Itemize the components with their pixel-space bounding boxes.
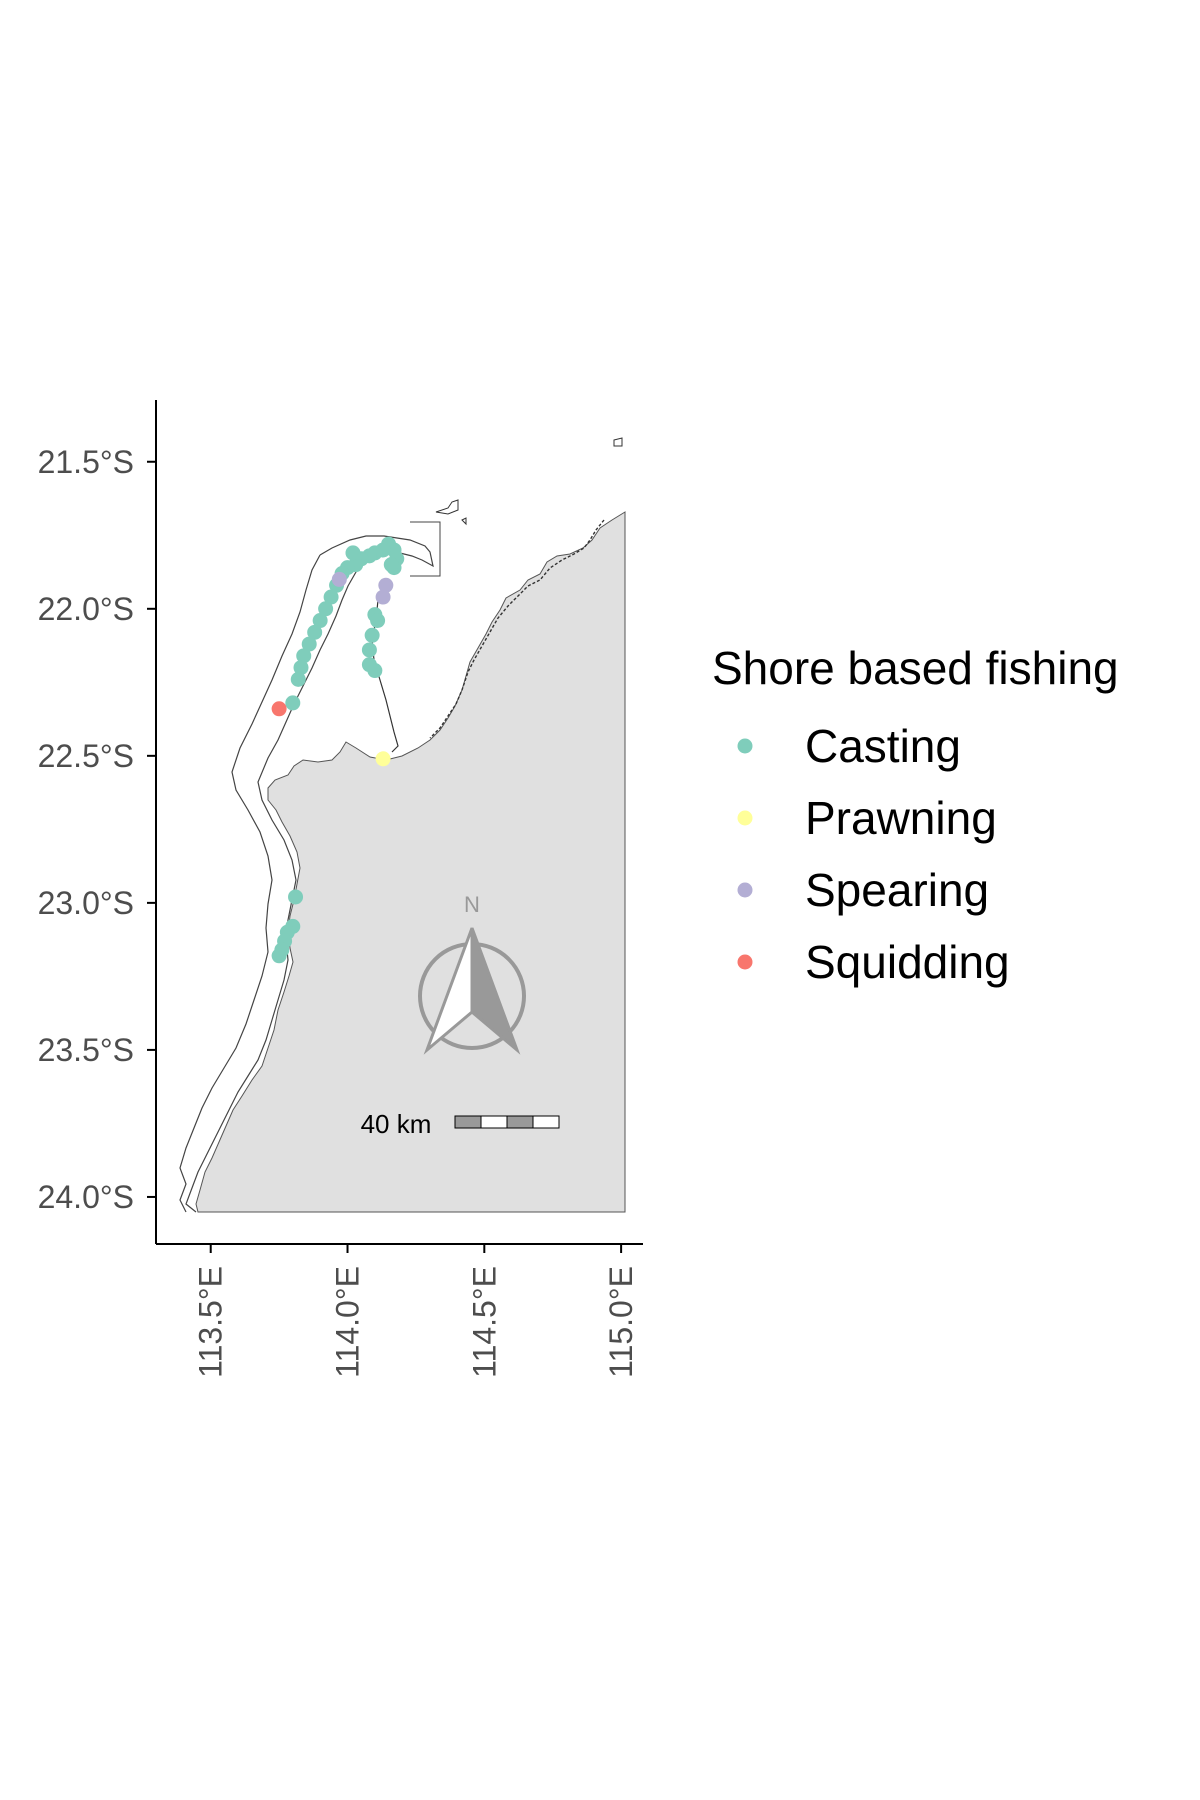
- y-tick-label: 24.0°S: [38, 1179, 134, 1215]
- y-axis-ticks: 21.5°S 22.0°S 22.5°S 23.0°S 23.5°S 24.0°S: [38, 444, 156, 1215]
- data-point-casting: [301, 636, 317, 652]
- legend-key-casting: [737, 738, 753, 754]
- legend-label: Prawning: [805, 792, 997, 844]
- north-arrow-label: N: [464, 892, 480, 917]
- legend-title: Shore based fishing: [712, 642, 1119, 694]
- y-tick-label: 21.5°S: [38, 444, 134, 480]
- scale-bar-segment: [454, 1115, 482, 1129]
- data-point-squidding: [271, 701, 287, 717]
- legend: Shore based fishing Casting Prawning Spear…: [712, 642, 1119, 988]
- data-point-casting: [364, 627, 380, 643]
- data-point-casting: [383, 557, 399, 573]
- scale-bar-segment: [532, 1115, 560, 1129]
- land-area: [195, 511, 626, 1213]
- scale-bar-label: 40 km: [361, 1109, 432, 1139]
- y-tick-label: 23.5°S: [38, 1032, 134, 1068]
- data-point-casting: [290, 671, 306, 687]
- north-arrow-right-half: [470, 927, 521, 1055]
- data-point-casting: [318, 601, 334, 617]
- data-point-casting: [370, 613, 386, 629]
- scale-bar: 40 km: [361, 1109, 560, 1139]
- x-tick-label: 113.5°E: [193, 1266, 229, 1378]
- x-axis-ticks: 113.5°E 114.0°E 114.5°E 115.0°E: [193, 1244, 639, 1378]
- island-outline: [613, 437, 623, 447]
- island-outline: [435, 499, 459, 515]
- legend-key-spearing: [737, 882, 753, 898]
- data-point-casting: [296, 648, 312, 664]
- data-point-spearing: [375, 589, 391, 605]
- data-point-casting: [271, 948, 287, 964]
- legend-items: Casting Prawning Spearing Squidding: [737, 720, 1010, 988]
- data-point-casting: [285, 695, 301, 711]
- data-point-prawning: [375, 751, 391, 767]
- data-point-casting: [361, 642, 377, 658]
- data-point-casting: [323, 589, 339, 605]
- gulf-zone-outline: [410, 521, 441, 577]
- north-arrow: N: [418, 892, 526, 1055]
- zone-outline: [179, 535, 434, 1213]
- data-point-casting: [367, 663, 383, 679]
- data-point-spearing: [331, 571, 347, 587]
- data-point-casting: [288, 889, 304, 905]
- island-outline: [461, 517, 467, 526]
- data-point-casting: [293, 660, 309, 676]
- data-point-spearing: [378, 577, 394, 593]
- y-tick-label: 22.5°S: [38, 738, 134, 774]
- data-point-casting: [312, 613, 328, 629]
- legend-key-prawning: [737, 810, 753, 826]
- data-point-casting: [345, 545, 361, 561]
- gulf-coastline: [429, 519, 605, 739]
- data-point-casting: [307, 624, 323, 640]
- x-tick-label: 115.0°E: [603, 1266, 639, 1378]
- x-tick-label: 114.5°E: [466, 1266, 502, 1378]
- y-tick-label: 23.0°S: [38, 885, 134, 921]
- legend-label: Spearing: [805, 864, 989, 916]
- legend-label: Casting: [805, 720, 961, 772]
- scale-bar-segment: [480, 1115, 508, 1129]
- fishing-points: [271, 536, 405, 964]
- y-tick-label: 22.0°S: [38, 591, 134, 627]
- legend-key-squidding: [737, 954, 753, 970]
- scale-bar-segment: [506, 1115, 534, 1129]
- x-tick-label: 114.0°E: [330, 1266, 366, 1378]
- legend-label: Squidding: [805, 936, 1010, 988]
